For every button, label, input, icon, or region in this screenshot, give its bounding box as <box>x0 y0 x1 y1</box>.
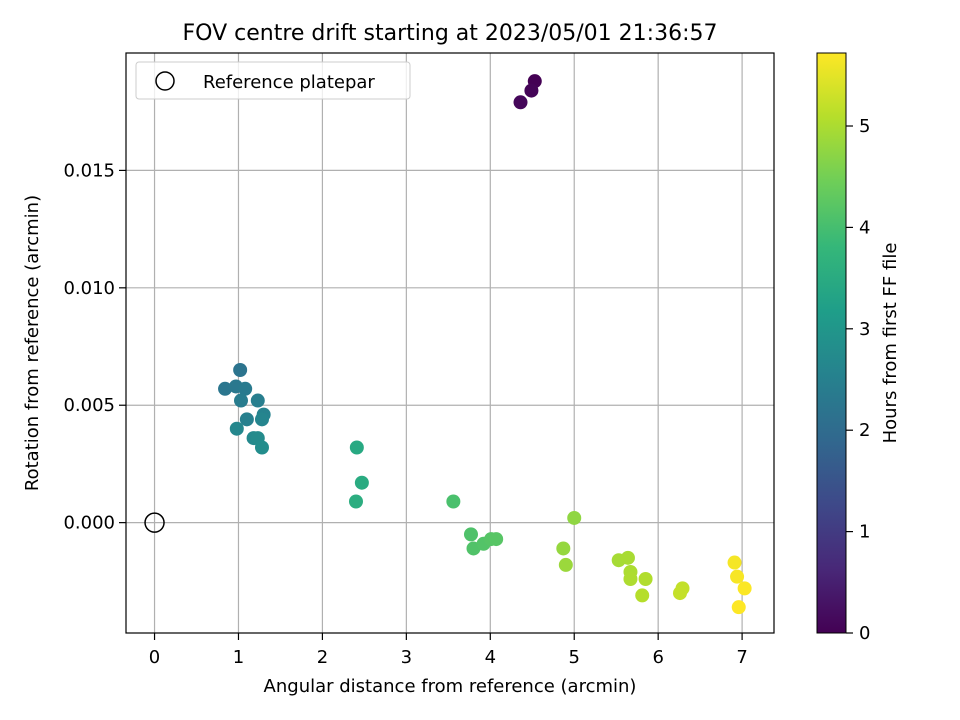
data-point <box>489 532 504 547</box>
chart-title: FOV centre drift starting at 2023/05/01 … <box>183 21 718 46</box>
plot-frame <box>125 52 775 634</box>
colorbar-fill <box>817 53 846 633</box>
data-point <box>731 600 746 615</box>
data-point <box>218 381 233 396</box>
data-point <box>239 412 254 427</box>
reference-point-layer <box>144 512 165 533</box>
data-points <box>218 74 752 615</box>
x-tick-label: 4 <box>485 647 496 668</box>
data-point <box>638 571 653 586</box>
legend-entry-reference: Reference platepar <box>203 72 375 93</box>
data-point <box>229 421 244 436</box>
y-tick-label: 0.000 <box>63 513 115 534</box>
y-axis-ticks: 0.000 0.005 0.010 0.015 <box>63 160 126 534</box>
colorbar-frame <box>816 52 847 634</box>
colorbar-ticks: 0 1 2 3 4 5 <box>846 116 870 644</box>
data-point <box>672 586 687 601</box>
data-point <box>730 569 745 584</box>
data-point <box>348 494 363 509</box>
data-point <box>524 83 539 98</box>
colorbar-tick-label: 4 <box>859 217 870 238</box>
data-point <box>513 95 528 110</box>
x-tick-label: 6 <box>652 647 663 668</box>
legend-box <box>135 61 411 100</box>
data-point <box>233 393 248 408</box>
x-tick-label: 1 <box>233 647 244 668</box>
colorbar-tick-label: 1 <box>859 522 870 543</box>
y-tick-label: 0.010 <box>63 278 115 299</box>
reference-point <box>144 512 165 533</box>
colorbar-tick-label: 5 <box>859 116 870 137</box>
data-point <box>238 381 253 396</box>
data-point <box>233 363 248 378</box>
data-point <box>354 475 369 490</box>
x-tick-label: 7 <box>736 647 747 668</box>
data-point <box>254 412 269 427</box>
data-point <box>250 393 265 408</box>
y-axis-label: Rotation from reference (arcmin) <box>22 195 43 491</box>
legend: Reference platepar <box>135 61 411 100</box>
y-tick-label: 0.015 <box>63 160 115 181</box>
data-point <box>737 581 752 596</box>
legend-marker-icon <box>155 71 175 91</box>
data-point <box>620 550 635 565</box>
colorbar: 0 1 2 3 4 5 Hours from first FF file <box>816 52 901 644</box>
data-point <box>254 440 269 455</box>
x-tick-label: 5 <box>569 647 580 668</box>
colorbar-label: Hours from first FF file <box>880 243 901 444</box>
data-point <box>349 440 364 455</box>
x-axis-ticks: 0 1 2 3 4 5 6 7 <box>149 633 748 668</box>
colorbar-tick-label: 2 <box>859 420 870 441</box>
colorbar-tick-label: 3 <box>859 319 870 340</box>
x-tick-label: 2 <box>317 647 328 668</box>
data-point <box>556 541 571 556</box>
x-tick-label: 3 <box>401 647 412 668</box>
data-point <box>727 555 742 570</box>
colorbar-tick-label: 0 <box>859 623 870 644</box>
data-point <box>463 527 478 542</box>
data-point <box>623 571 638 586</box>
grid <box>126 53 774 633</box>
x-tick-label: 0 <box>149 647 160 668</box>
data-point <box>446 494 461 509</box>
x-axis-label: Angular distance from reference (arcmin) <box>264 676 637 697</box>
data-point <box>558 557 573 572</box>
y-tick-label: 0.005 <box>63 395 115 416</box>
data-point <box>567 510 582 525</box>
data-point <box>635 588 650 603</box>
